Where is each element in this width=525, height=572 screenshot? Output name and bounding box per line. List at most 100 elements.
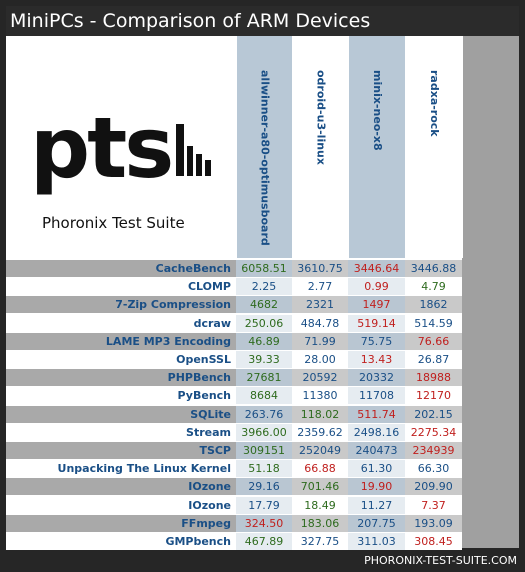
value-cell: 46.89 [236, 332, 292, 350]
value-cell: 66.30 [405, 460, 462, 478]
column-header-label: minix-neo-x8 [371, 70, 384, 151]
row-label: SQLite [6, 405, 236, 423]
footer-url: PHORONIX-TEST-SUITE.COM [364, 554, 517, 567]
value-cell: 6058.51 [236, 260, 292, 277]
value-cell: 3446.64 [348, 260, 405, 277]
value-cell: 2275.34 [405, 423, 462, 441]
value-cell: 207.75 [348, 514, 405, 532]
value-cell: 308.45 [405, 533, 462, 550]
row-label: CLOMP [6, 278, 236, 296]
value-cell: 511.74 [348, 405, 405, 423]
value-cell: 8684 [236, 387, 292, 405]
table-row: dcraw 250.06 484.78 519.14 514.59 [6, 314, 462, 332]
row-label: FFmpeg [6, 514, 236, 532]
value-cell: 309151 [236, 442, 292, 459]
value-cell: 2359.62 [292, 423, 348, 441]
value-cell: 327.75 [292, 533, 348, 550]
column-header: minix-neo-x8 [348, 36, 406, 258]
row-label: IOzone [6, 496, 236, 514]
value-cell: 4682 [236, 296, 292, 314]
table-row: SQLite 263.76 118.02 511.74 202.15 [6, 405, 462, 423]
value-cell: 39.33 [236, 351, 292, 368]
row-label: OpenSSL [6, 351, 236, 368]
title-bar: MiniPCs - Comparison of ARM Devices [6, 6, 519, 36]
row-label: GMPbench [6, 533, 236, 550]
value-cell: 71.99 [292, 332, 348, 350]
column-header: allwinner-a80-optimusboard [236, 36, 293, 258]
value-cell: 76.66 [405, 332, 462, 350]
value-cell: 250.06 [236, 314, 292, 332]
table-row: TSCP 309151 252049 240473 234939 [6, 442, 462, 459]
value-cell: 701.46 [292, 478, 348, 496]
value-cell: 61.30 [348, 460, 405, 478]
value-cell: 3610.75 [292, 260, 348, 277]
value-cell: 234939 [405, 442, 462, 459]
logo-wordmark: pts [30, 99, 174, 197]
column-header: odroid-u3-linux [292, 36, 349, 258]
value-cell: 27681 [236, 369, 292, 387]
value-cell: 311.03 [348, 533, 405, 550]
logo-bars-icon [176, 124, 211, 176]
value-cell: 18988 [405, 369, 462, 387]
value-cell: 2.77 [292, 278, 348, 296]
value-cell: 18.49 [292, 496, 348, 514]
row-label: 7-Zip Compression [6, 296, 236, 314]
value-cell: 13.43 [348, 351, 405, 368]
row-label: Stream [6, 423, 236, 441]
value-cell: 514.59 [405, 314, 462, 332]
value-cell: 209.90 [405, 478, 462, 496]
table-row: CacheBench 6058.51 3610.75 3446.64 3446.88 [6, 260, 462, 277]
value-cell: 183.06 [292, 514, 348, 532]
column-header-label: odroid-u3-linux [314, 70, 328, 165]
row-label: CacheBench [6, 260, 236, 277]
value-cell: 3446.88 [405, 260, 462, 277]
column-header-label: radxa-rock [428, 70, 441, 137]
value-cell: 263.76 [236, 405, 292, 423]
value-cell: 11708 [348, 387, 405, 405]
value-cell: 3966.00 [236, 423, 292, 441]
row-label: dcraw [6, 314, 236, 332]
table-row: CLOMP 2.25 2.77 0.99 4.79 [6, 278, 462, 296]
row-label: PyBench [6, 387, 236, 405]
value-cell: 12170 [405, 387, 462, 405]
value-cell: 118.02 [292, 405, 348, 423]
pts-logo: pts Phoronix Test Suite [6, 36, 236, 258]
value-cell: 29.16 [236, 478, 292, 496]
row-label: PHPBench [6, 369, 236, 387]
comparison-table: pts Phoronix Test Suite allwinner-a80-op… [6, 36, 519, 550]
table-row: PHPBench 27681 20592 20332 18988 [6, 369, 462, 387]
value-cell: 51.18 [236, 460, 292, 478]
table-row: OpenSSL 39.33 28.00 13.43 26.87 [6, 351, 462, 368]
logo-subtitle: Phoronix Test Suite [42, 214, 185, 232]
table-row: GMPbench 467.89 327.75 311.03 308.45 [6, 533, 462, 550]
value-cell: 17.79 [236, 496, 292, 514]
value-cell: 26.87 [405, 351, 462, 368]
value-cell: 7.37 [405, 496, 462, 514]
value-cell: 2.25 [236, 278, 292, 296]
value-cell: 1862 [405, 296, 462, 314]
window-title: MiniPCs - Comparison of ARM Devices [10, 10, 371, 32]
value-cell: 19.90 [348, 478, 405, 496]
value-cell: 20592 [292, 369, 348, 387]
table-row: Unpacking The Linux Kernel 51.18 66.88 61.3… [6, 460, 462, 478]
row-label: TSCP [6, 442, 236, 459]
row-label: Unpacking The Linux Kernel [6, 460, 236, 478]
right-margin [462, 36, 519, 548]
table-row: PyBench 8684 11380 11708 12170 [6, 387, 462, 405]
value-cell: 28.00 [292, 351, 348, 368]
row-label: LAME MP3 Encoding [6, 332, 236, 350]
value-cell: 484.78 [292, 314, 348, 332]
value-cell: 2321 [292, 296, 348, 314]
value-cell: 240473 [348, 442, 405, 459]
table-row: LAME MP3 Encoding 46.89 71.99 75.75 76.66 [6, 332, 462, 350]
column-header: radxa-rock [405, 36, 463, 258]
value-cell: 66.88 [292, 460, 348, 478]
value-cell: 252049 [292, 442, 348, 459]
value-cell: 324.50 [236, 514, 292, 532]
value-cell: 20332 [348, 369, 405, 387]
row-label: IOzone [6, 478, 236, 496]
value-cell: 193.09 [405, 514, 462, 532]
value-cell: 4.79 [405, 278, 462, 296]
value-cell: 75.75 [348, 332, 405, 350]
